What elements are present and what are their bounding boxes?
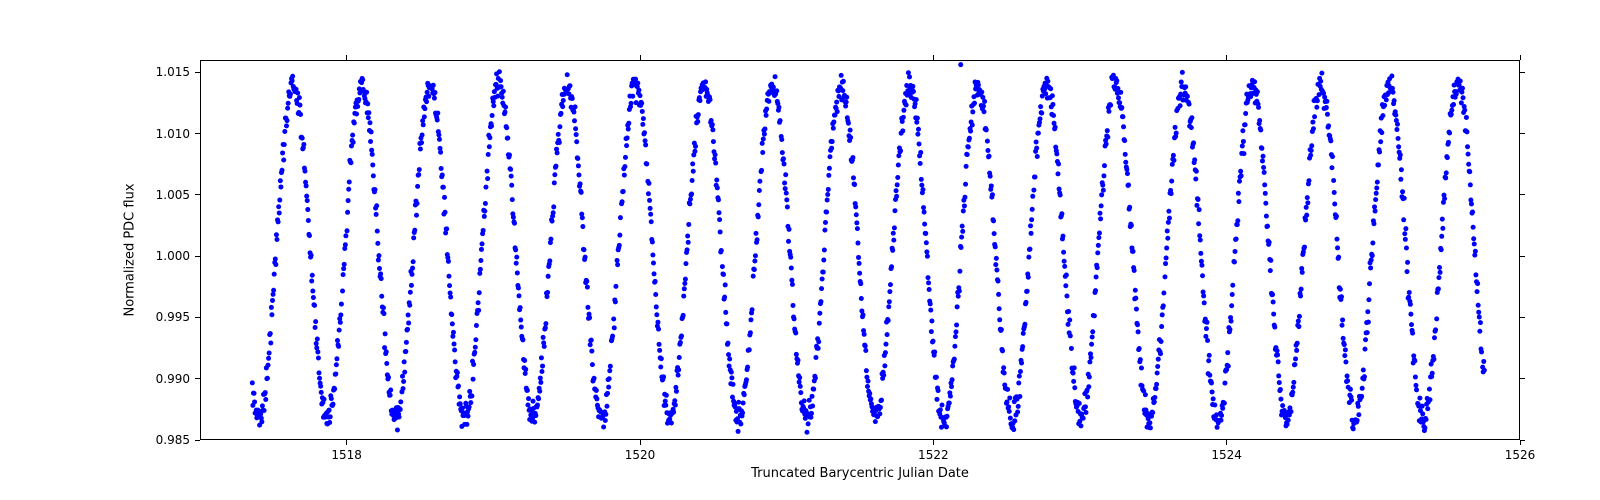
x-tick — [1520, 55, 1521, 60]
y-tick-label: 0.995 — [156, 310, 190, 324]
y-tick-label: 0.985 — [156, 433, 190, 447]
x-tick — [1226, 55, 1227, 60]
y-tick-label: 1.010 — [156, 127, 190, 141]
y-tick — [195, 317, 200, 318]
x-tick — [933, 440, 934, 445]
y-tick-label: 1.000 — [156, 249, 190, 263]
y-tick — [1520, 72, 1525, 73]
y-tick — [195, 194, 200, 195]
y-tick — [195, 256, 200, 257]
x-axis-label: Truncated Barycentric Julian Date — [751, 466, 969, 481]
y-tick — [1520, 194, 1525, 195]
x-tick-label: 1522 — [918, 448, 949, 462]
x-tick — [640, 55, 641, 60]
x-tick — [346, 440, 347, 445]
y-tick — [1520, 378, 1525, 379]
x-tick — [1226, 440, 1227, 445]
y-axis-label: Normalized PDC flux — [123, 183, 138, 316]
x-tick — [933, 55, 934, 60]
y-tick — [1520, 440, 1525, 441]
x-tick-label: 1526 — [1505, 448, 1536, 462]
y-tick-label: 1.015 — [156, 65, 190, 79]
y-tick-label: 0.990 — [156, 372, 190, 386]
x-tick — [346, 55, 347, 60]
plot-area — [200, 60, 1520, 440]
y-tick-label: 1.005 — [156, 188, 190, 202]
x-tick — [1520, 440, 1521, 445]
x-tick-label: 1520 — [625, 448, 656, 462]
y-tick — [195, 378, 200, 379]
y-tick — [195, 72, 200, 73]
y-tick — [195, 133, 200, 134]
x-tick-label: 1524 — [1211, 448, 1242, 462]
x-tick-label: 1518 — [331, 448, 362, 462]
figure-container: 1518 1520 1522 1524 1526 0.985 0.990 0.995 1.000… — [0, 0, 1600, 500]
y-tick — [1520, 133, 1525, 134]
y-tick — [1520, 256, 1525, 257]
lightcurve-scatter — [201, 61, 1521, 441]
y-tick — [1520, 317, 1525, 318]
y-tick — [195, 440, 200, 441]
x-tick — [640, 440, 641, 445]
